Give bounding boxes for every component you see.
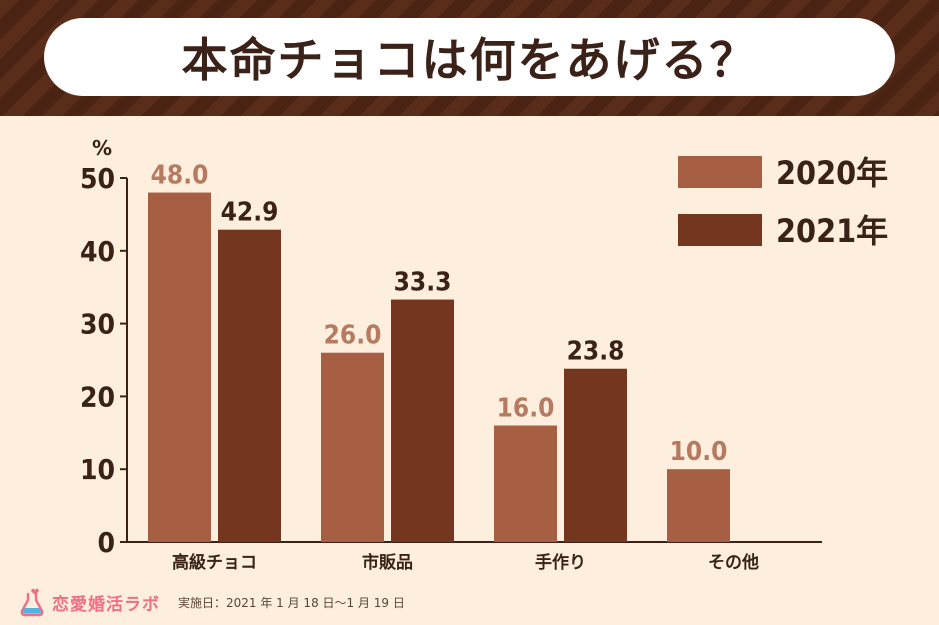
bar-2021年-市販品: [391, 299, 454, 542]
data-label: 42.9: [221, 198, 279, 228]
data-label: 16.0: [497, 394, 555, 424]
bar-2020年-その他: [667, 469, 730, 542]
survey-period: 実施日：2021 年 1 月 18 日〜1 月 19 日: [178, 595, 405, 610]
legend-label: 2020年: [776, 154, 888, 192]
bar-2021年-手作り: [564, 368, 627, 542]
y-tick-label: 0: [97, 526, 115, 559]
data-label: 26.0: [324, 321, 382, 351]
legend-swatch-2021年: [678, 214, 762, 246]
x-category-label: 市販品: [362, 552, 413, 573]
bar-2021年-高級チョコ: [218, 229, 281, 543]
data-label: 23.8: [567, 337, 625, 367]
y-axis-unit: %: [92, 136, 112, 160]
y-tick-label: 20: [80, 380, 115, 413]
x-category-label: 高級チョコ: [172, 552, 257, 573]
x-category-label: その他: [708, 552, 759, 573]
title-pill: 本命チョコは何をあげる？: [44, 18, 895, 96]
legend-label: 2021年: [776, 212, 888, 250]
chart-title: 本命チョコは何をあげる？: [181, 33, 758, 87]
logo-text: 恋愛婚活ラボ: [52, 594, 160, 615]
data-label: 10.0: [670, 437, 728, 467]
bar-2020年-市販品: [321, 352, 384, 542]
y-tick-label: 50: [80, 162, 115, 195]
y-tick-label: 40: [80, 235, 115, 268]
chart-legend: 2020年 2021年: [678, 154, 888, 250]
x-category-label: 手作り: [535, 552, 586, 573]
chart-bars: [148, 192, 730, 543]
data-label: 33.3: [394, 268, 452, 298]
legend-swatch-2020年: [678, 156, 762, 188]
data-label: 48.0: [151, 161, 209, 191]
flask-heart-icon: [20, 588, 44, 617]
footer: 恋愛婚活ラボ 実施日：2021 年 1 月 18 日〜1 月 19 日: [18, 584, 405, 620]
chart-labels: 高級チョコ 市販品 手作り その他 48.0 26.0 16.0 10.0 42.9 33.3 23…: [151, 161, 759, 573]
y-tick-label: 10: [80, 453, 115, 486]
header-banner: 本命チョコは何をあげる？: [0, 0, 939, 116]
bar-2020年-手作り: [494, 425, 557, 542]
y-tick-label: 30: [80, 308, 115, 341]
bar-2020年-高級チョコ: [148, 192, 211, 542]
